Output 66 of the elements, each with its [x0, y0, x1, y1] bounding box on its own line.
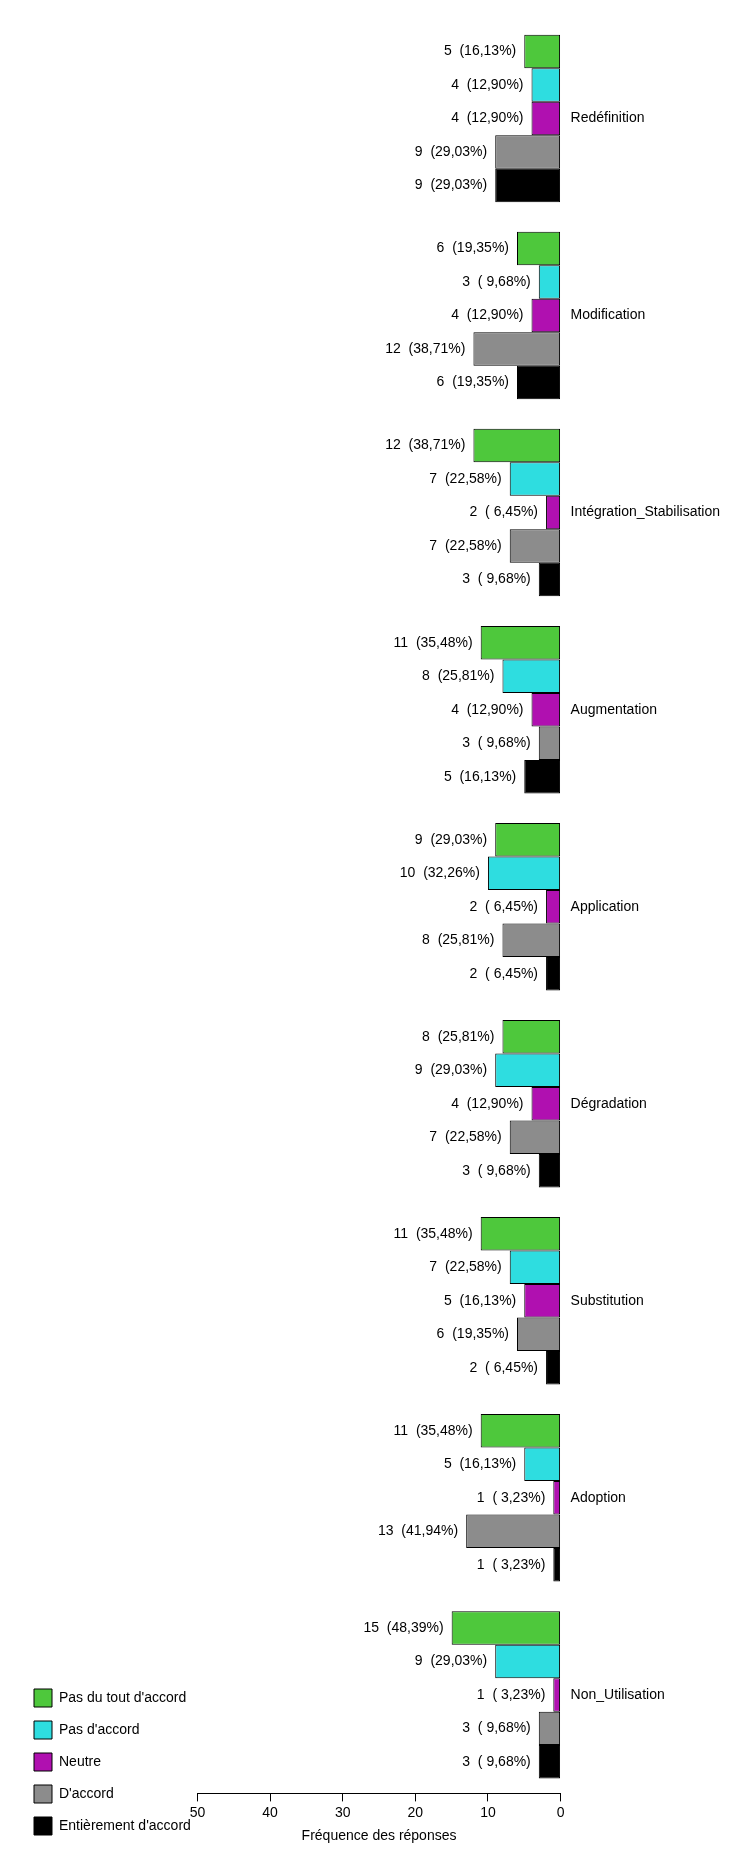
legend-label: D'accord [59, 1784, 114, 1801]
x-tick-label: 20 [407, 1803, 424, 1820]
data-label: 2 ( 6,45%) [469, 964, 539, 981]
data-label: 5 (16,13%) [443, 1291, 517, 1308]
y-tick-label: Substitution [570, 1291, 644, 1308]
y-tick-label: Adoption [570, 1488, 626, 1505]
data-label: 7 (22,58%) [429, 1258, 502, 1275]
data-label: 3 ( 9,68%) [462, 1161, 531, 1178]
data-label: 8 (25,81%) [422, 1027, 495, 1044]
data-label: 1 ( 3,23%) [476, 1555, 546, 1572]
data-label: 3 ( 9,68%) [462, 1752, 531, 1769]
data-label: 12 (38,71%) [385, 339, 466, 356]
y-tick-label: Augmentation [570, 700, 657, 717]
data-label: 9 (29,03%) [414, 830, 488, 847]
data-label: 15 (48,39%) [363, 1618, 444, 1635]
y-tick-label: Modification [570, 306, 646, 323]
y-tick-label: Dégradation [570, 1094, 647, 1111]
data-label: 4 (12,90%) [451, 75, 524, 92]
data-label: 5 (16,13%) [443, 767, 517, 784]
data-label: 3 ( 9,68%) [462, 570, 531, 587]
data-label: 10 (32,26%) [399, 864, 480, 881]
data-label: 9 (29,03%) [414, 142, 488, 159]
data-label: 4 (12,90%) [451, 109, 524, 126]
y-tick-label: Application [570, 897, 640, 914]
legend-label: Neutre [59, 1752, 102, 1769]
data-label: 6 (19,35%) [436, 1325, 509, 1342]
data-label: 7 (22,58%) [429, 536, 502, 553]
x-tick-label: 50 [189, 1803, 206, 1820]
data-label: 6 (19,35%) [436, 373, 509, 390]
data-label: 3 ( 9,68%) [462, 1719, 531, 1736]
data-label: 3 ( 9,68%) [462, 734, 531, 751]
legend-label: Pas d'accord [59, 1720, 140, 1737]
data-label: 13 (41,94%) [378, 1522, 459, 1539]
data-label: 7 (22,58%) [429, 1128, 502, 1145]
data-label: 2 ( 6,45%) [469, 1358, 539, 1375]
data-label: 8 (25,81%) [422, 931, 495, 948]
data-label: 8 (25,81%) [422, 667, 495, 684]
data-label: 11 (35,48%) [393, 1421, 473, 1438]
x-tick-label: 0 [556, 1803, 565, 1820]
data-label: 2 ( 6,45%) [469, 897, 539, 914]
data-label: 4 (12,90%) [451, 700, 524, 717]
x-axis-title: Fréquence des réponses [301, 1827, 457, 1844]
data-label: 11 (35,48%) [393, 633, 473, 650]
data-label: 5 (16,13%) [443, 42, 517, 59]
y-tick-label: Redéfinition [570, 109, 645, 126]
data-label: 6 (19,35%) [436, 239, 509, 256]
x-tick-label: 40 [262, 1803, 279, 1820]
data-label: 9 (29,03%) [414, 176, 488, 193]
data-label: 1 ( 3,23%) [476, 1685, 546, 1702]
y-tick-label: Intégration_Stabilisation [570, 503, 720, 520]
data-label: 4 (12,90%) [451, 1094, 524, 1111]
data-label: 11 (35,48%) [393, 1224, 473, 1241]
data-label: 1 ( 3,23%) [476, 1488, 546, 1505]
data-label: 12 (38,71%) [385, 436, 466, 453]
data-label: 4 (12,90%) [451, 306, 524, 323]
legend-label: Pas du tout d'accord [59, 1688, 187, 1705]
data-label: 5 (16,13%) [443, 1455, 517, 1472]
x-tick-label: 30 [334, 1803, 351, 1820]
data-label: 9 (29,03%) [414, 1061, 488, 1078]
legend-label: Entièrement d'accord [59, 1816, 191, 1833]
data-label: 2 ( 6,45%) [469, 503, 539, 520]
data-label: 7 (22,58%) [429, 469, 502, 486]
y-tick-label: Non_Utilisation [570, 1685, 665, 1702]
x-tick-label: 10 [480, 1803, 496, 1820]
data-label: 3 ( 9,68%) [462, 272, 531, 289]
data-label: 9 (29,03%) [414, 1652, 488, 1669]
